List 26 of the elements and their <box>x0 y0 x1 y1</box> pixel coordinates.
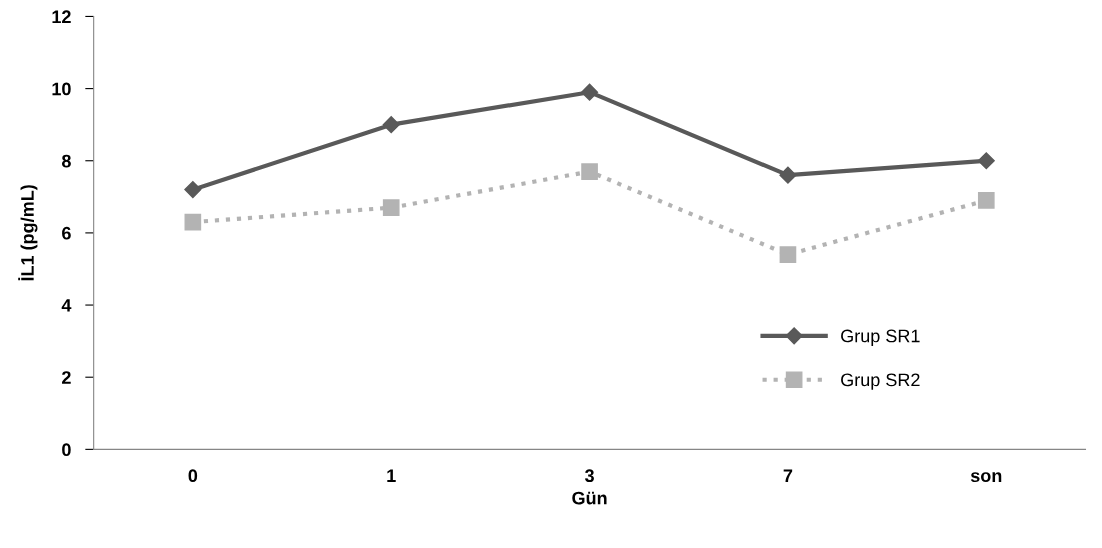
point <box>581 83 599 101</box>
point <box>382 199 400 216</box>
x-tick-label: 1 <box>387 469 396 482</box>
y-tick-label: 10 <box>52 82 71 96</box>
point <box>977 152 995 170</box>
x-tick-label: 0 <box>188 469 198 483</box>
y-tick-label: 6 <box>62 226 71 240</box>
point <box>779 166 797 184</box>
point <box>779 246 797 263</box>
y-tick-label: 8 <box>61 154 71 168</box>
x-tick-label: son <box>970 472 1002 483</box>
y-tick-label: 12 <box>52 10 71 23</box>
y-tick-label: 2 <box>62 371 71 384</box>
y-tick-label: 0 <box>62 443 71 457</box>
point <box>184 213 202 231</box>
x-tick-label: 3 <box>584 469 594 483</box>
point <box>382 116 400 134</box>
point <box>977 192 995 209</box>
y-tick-label: 4 <box>61 299 72 312</box>
legend-label: Grup SR1 <box>841 329 920 346</box>
point <box>581 163 598 180</box>
x-axis-title: Gün <box>572 491 607 505</box>
point <box>184 181 202 199</box>
y-axis-title: İL1 (pg/mL) <box>18 185 38 281</box>
x-tick-label: 7 <box>783 469 793 482</box>
legend-label: Grup SR2 <box>841 373 920 390</box>
